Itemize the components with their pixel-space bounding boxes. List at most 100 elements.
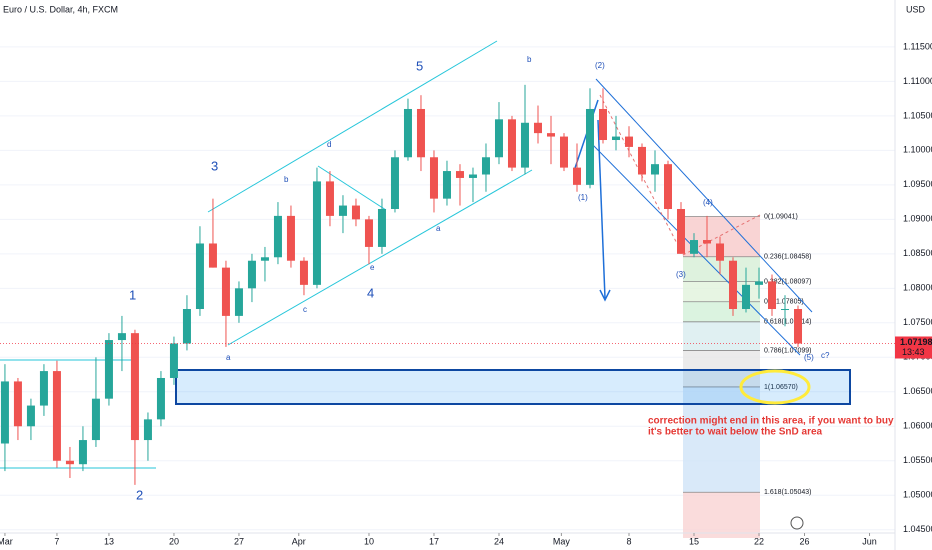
wave-label: 5: [416, 58, 423, 73]
candle-body: [52, 371, 61, 461]
candle-body: [611, 136, 620, 141]
candle-body: [416, 108, 425, 158]
fib-band: [683, 301, 760, 322]
wave-label: (3): [676, 270, 686, 279]
candle-body: [117, 333, 126, 341]
candle-body: [286, 215, 295, 261]
fib-label: 0.5(1.07805): [764, 299, 804, 306]
x-tick-label: 27: [234, 536, 244, 546]
y-tick-label: 1.09500: [903, 179, 932, 189]
x-tick-label: 20: [169, 536, 179, 546]
x-tick-label: May: [553, 536, 571, 546]
candle-body: [442, 171, 451, 199]
candle-body: [377, 208, 386, 247]
y-tick-label: 1.10000: [903, 145, 932, 155]
candle-body: [507, 119, 516, 168]
wave-label: b: [284, 175, 289, 184]
candle-body: [716, 243, 725, 261]
candle-body: [729, 260, 738, 310]
y-tick-label: 1.04500: [903, 524, 932, 534]
candle-body: [299, 260, 308, 285]
candle-body: [39, 371, 48, 406]
candle-body: [546, 133, 555, 137]
countdown: 13:43: [902, 347, 925, 357]
candle-body: [104, 340, 113, 399]
y-tick-label: 1.11000: [903, 76, 932, 86]
candle-body: [455, 171, 464, 178]
candle-body: [650, 164, 659, 175]
candle-body: [637, 146, 646, 175]
wave-label: e: [370, 263, 375, 272]
candle-body: [234, 288, 243, 316]
wave-label: a: [226, 353, 231, 362]
x-tick-label: 26: [800, 536, 810, 546]
fib-band: [683, 321, 760, 351]
candle-body: [247, 260, 256, 289]
note-line: it's better to wait below the SnD area: [648, 427, 823, 438]
x-tick-label: 24: [494, 536, 504, 546]
candle-body: [195, 243, 204, 310]
y-tick-label: 1.06500: [903, 386, 932, 396]
fib-label: 0.786(1.07099): [764, 347, 811, 354]
fib-label: 0.236(1.08458): [764, 254, 811, 261]
x-tick-label: Mar: [0, 536, 13, 546]
trend-lines: [0, 40, 533, 469]
y-axis-label: USD: [906, 4, 926, 14]
candle-body: [572, 167, 581, 185]
supply-demand-zone: [175, 369, 851, 405]
y-tick-label: 1.05000: [903, 490, 932, 500]
wave-label: 1: [129, 287, 136, 302]
x-tick-label: 10: [364, 536, 374, 546]
x-tick-label: Apr: [292, 536, 306, 546]
fib-label: 0.618(1.07514): [764, 319, 811, 326]
y-tick-label: 1.06000: [903, 421, 932, 431]
wave-label: a: [436, 224, 441, 233]
y-tick-label: 1.09000: [903, 214, 932, 224]
candle-body: [91, 398, 100, 441]
y-tick-label: 1.10500: [903, 110, 932, 120]
candle-body: [65, 460, 74, 465]
candle-body: [663, 164, 672, 209]
candle-body: [690, 240, 699, 254]
fib-label: 1.618(1.05043): [764, 489, 811, 496]
candle-body: [390, 157, 399, 209]
candle-body: [26, 405, 35, 427]
fib-label: 0(1.09041): [764, 213, 798, 220]
x-tick-label: 7: [54, 536, 59, 546]
candle-body: [624, 136, 633, 147]
candle-body: [338, 205, 347, 216]
y-tick-label: 1.11500: [903, 41, 932, 51]
replay-icon[interactable]: [790, 516, 804, 530]
wave-label: c: [303, 305, 307, 314]
wave-label: (5): [804, 353, 814, 362]
wave-label: (2): [595, 61, 605, 70]
candle-body: [533, 122, 542, 134]
candle-body: [143, 419, 152, 441]
wave-label: 2: [136, 487, 143, 502]
x-tick-label: 22: [754, 536, 764, 546]
x-tick-label: 8: [626, 536, 631, 546]
candle-body: [520, 122, 529, 168]
candle-body: [598, 108, 607, 141]
wave-label: c?: [821, 351, 830, 360]
x-tick-label: 17: [429, 536, 439, 546]
candle-body: [781, 309, 790, 311]
candle-body: [312, 181, 321, 285]
fib-band: [683, 256, 760, 282]
candle-body: [703, 240, 712, 244]
fib-band: [683, 350, 760, 387]
candle-body: [794, 309, 803, 344]
candle-body: [677, 208, 686, 254]
wave-label: 4: [367, 285, 374, 300]
y-tick-label: 1.08000: [903, 283, 932, 293]
x-tick-label: 15: [689, 536, 699, 546]
candle-body: [13, 381, 22, 427]
last-price-label: 1.07198: [900, 337, 932, 347]
candle-body: [468, 174, 477, 178]
candle-body: [494, 119, 503, 158]
wave-label: (1): [578, 193, 588, 202]
candle-body: [481, 157, 490, 175]
highlight-ellipse: [739, 369, 811, 405]
x-tick-label: Jun: [862, 536, 877, 546]
